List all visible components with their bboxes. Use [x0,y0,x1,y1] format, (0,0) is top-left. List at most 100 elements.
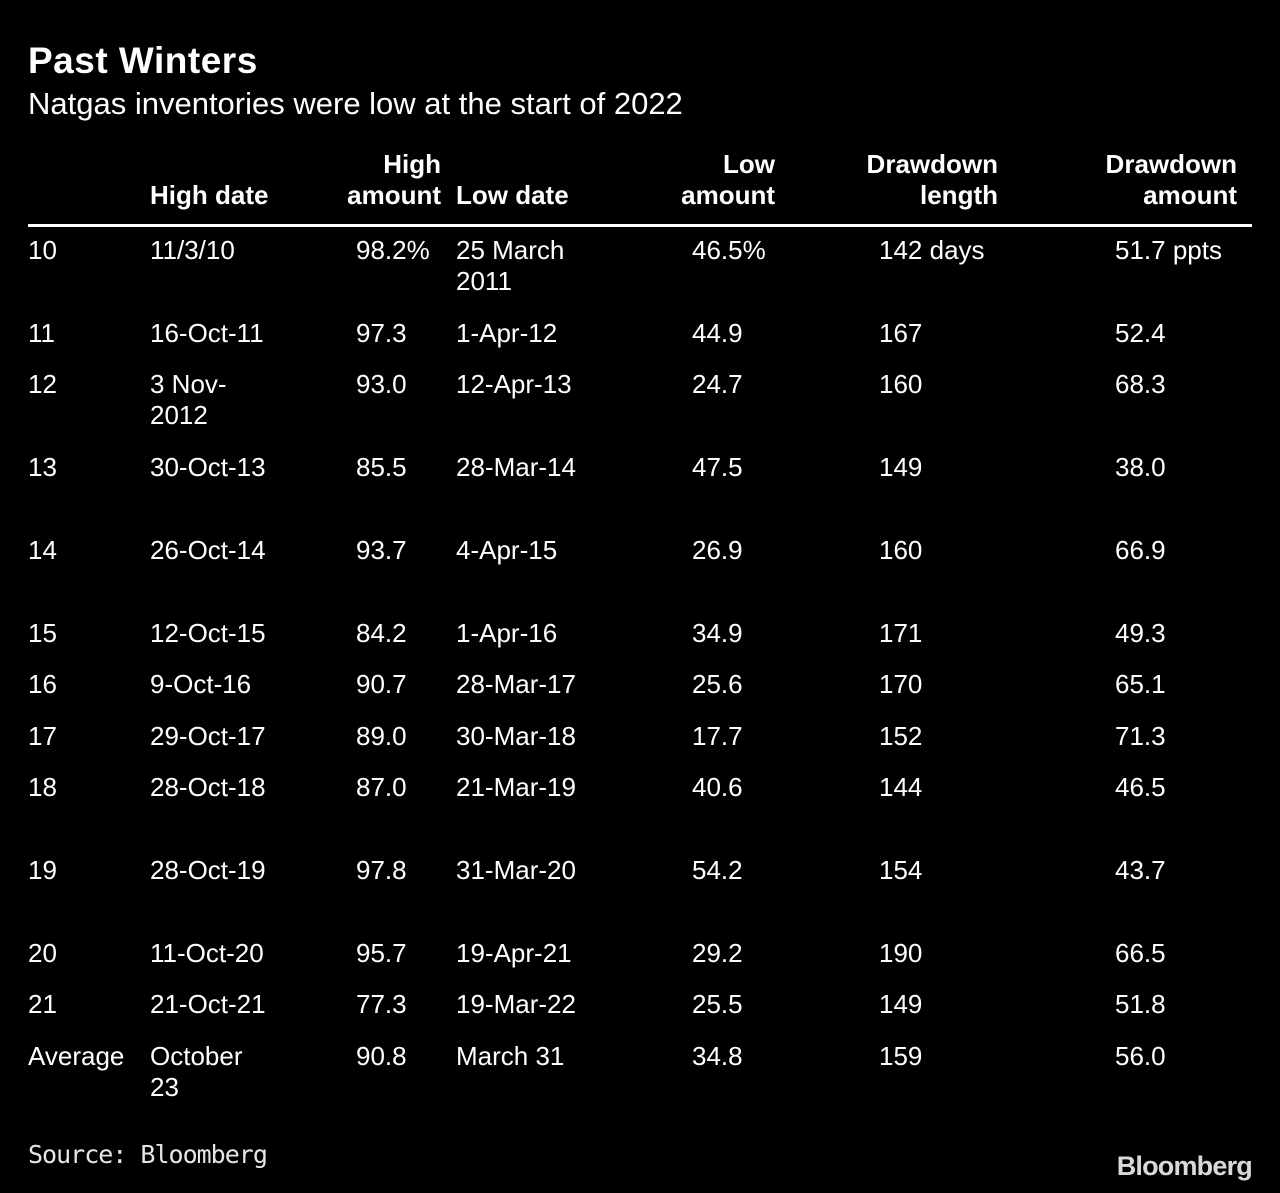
table-cell-low-amount: 40.6 [692,772,743,802]
table-cell-high-amount: 85.5 [356,452,407,482]
table-cell-high-amount: 90.8 [356,1041,407,1071]
table-cell-drawdown-amount: 51.7 ppts [1115,235,1222,265]
table-cell-drawdown-amount: 38.0 [1115,452,1166,482]
column-header-drawdown-amount: Drawdown amount [1105,149,1237,210]
table-cell-drawdown-amount: 46.5 [1115,772,1166,802]
chart-title: Past Winters [28,40,258,81]
table-cell-low-date: March 31 [456,1041,565,1071]
table-cell-drawdown-amount: 52.4 [1115,318,1166,348]
column-header-low-date: Low date [456,180,569,210]
source-note: Source: Bloomberg [28,1140,268,1169]
table-cell-low-amount: 24.7 [692,369,743,399]
table-cell-drawdown-length: 171 [879,618,923,648]
table-cell-drawdown-length: 154 [879,855,923,885]
table-cell-drawdown-length: 149 [879,452,923,482]
table-cell-year: 20 [28,938,57,968]
table-cell-drawdown-length: 152 [879,721,923,751]
table-cell-year: 10 [28,235,57,265]
table-cell-low-date: 19-Mar-22 [456,989,576,1019]
table-cell-low-amount: 47.5 [692,452,743,482]
table-cell-drawdown-amount: 66.9 [1115,535,1166,565]
table-cell-high-amount: 89.0 [356,721,407,751]
table-cell-high-amount: 97.8 [356,855,407,885]
table-cell-high-date: 12-Oct-15 [150,618,266,648]
table-cell-year: 21 [28,989,57,1019]
table-cell-drawdown-amount: 68.3 [1115,369,1166,399]
table-cell-drawdown-length: 160 [879,369,923,399]
table-cell-drawdown-amount: 66.5 [1115,938,1166,968]
table-cell-high-amount: 93.0 [356,369,407,399]
table-cell-low-date: 21-Mar-19 [456,772,576,802]
table-cell-low-amount: 29.2 [692,938,743,968]
table-cell-high-date: 9-Oct-16 [150,669,252,699]
table-cell-low-date: 31-Mar-20 [456,855,576,885]
table-cell-drawdown-amount: 71.3 [1115,721,1166,751]
table-cell-low-amount: 44.9 [692,318,743,348]
table-cell-high-amount: 97.3 [356,318,407,348]
table-cell-high-amount: 84.2 [356,618,407,648]
table-cell-drawdown-length: 159 [879,1041,923,1071]
column-header-drawdown-length: Drawdown length [866,149,998,210]
table-cell-high-date: 28-Oct-19 [150,855,266,885]
table-cell-low-date: 28-Mar-17 [456,669,576,699]
table-cell-low-amount: 25.5 [692,989,743,1019]
table-cell-drawdown-amount: 49.3 [1115,618,1166,648]
table-cell-low-date: 28-Mar-14 [456,452,576,482]
table-cell-drawdown-amount: 51.8 [1115,989,1166,1019]
table-cell-high-date: 3 Nov-2012 [150,369,227,430]
table-cell-high-date: 16-Oct-11 [150,318,264,348]
table-cell-year: 11 [28,318,55,348]
table-cell-drawdown-length: 190 [879,938,923,968]
table-cell-year: 15 [28,618,57,648]
table-cell-low-amount: 34.8 [692,1041,743,1071]
table-cell-high-amount: 93.7 [356,535,407,565]
table-cell-high-date: 28-Oct-18 [150,772,266,802]
table-cell-low-date: 25 March 2011 [456,235,565,296]
table-cell-high-date: 29-Oct-17 [150,721,266,751]
table-cell-low-date: 4-Apr-15 [456,535,558,565]
table-cell-year: Average [28,1041,125,1071]
table-cell-drawdown-length: 170 [879,669,923,699]
table-cell-low-date: 19-Apr-21 [456,938,572,968]
table-cell-drawdown-amount: 43.7 [1115,855,1166,885]
table-cell-drawdown-length: 160 [879,535,923,565]
table-cell-high-amount: 87.0 [356,772,407,802]
table-cell-low-amount: 34.9 [692,618,743,648]
table-cell-drawdown-length: 149 [879,989,923,1019]
table-cell-high-amount: 77.3 [356,989,407,1019]
table-cell-year: 12 [28,369,57,399]
brand-logo: Bloomberg [1116,1151,1253,1181]
table-cell-high-date: 11/3/10 [150,235,235,265]
table-cell-low-amount: 46.5% [692,235,766,265]
table-cell-high-amount: 90.7 [356,669,407,699]
table-cell-low-date: 1-Apr-16 [456,618,558,648]
table-cell-high-amount: 98.2% [356,235,430,265]
table-cell-drawdown-length: 167 [879,318,923,348]
table-cell-high-date: 30-Oct-13 [150,452,266,482]
table-cell-high-date: 21-Oct-21 [150,989,266,1019]
table-cell-year: 14 [28,535,57,565]
table-cell-low-amount: 17.7 [692,721,743,751]
table-cell-high-date: 11-Oct-20 [150,938,264,968]
table-cell-year: 13 [28,452,57,482]
table-cell-drawdown-length: 142 days [879,235,985,265]
column-header-high-amount: High amount [347,149,441,210]
table-cell-year: 19 [28,855,57,885]
header-rule [28,224,1252,227]
table-cell-high-amount: 95.7 [356,938,407,968]
table-cell-low-date: 12-Apr-13 [456,369,572,399]
table-cell-low-amount: 25.6 [692,669,743,699]
table-cell-low-amount: 54.2 [692,855,743,885]
table-cell-year: 18 [28,772,57,802]
table-cell-year: 16 [28,669,57,699]
chart-subtitle: Natgas inventories were low at the start… [28,86,683,121]
table-cell-drawdown-amount: 65.1 [1115,669,1166,699]
table-cell-drawdown-amount: 56.0 [1115,1041,1166,1071]
table-cell-high-date: October 23 [150,1041,243,1102]
table-cell-drawdown-length: 144 [879,772,923,802]
table-cell-high-date: 26-Oct-14 [150,535,266,565]
column-header-high-date: High date [150,180,269,210]
table-cell-year: 17 [28,721,57,751]
table-cell-low-amount: 26.9 [692,535,743,565]
column-header-low-amount: Low amount [681,149,775,210]
